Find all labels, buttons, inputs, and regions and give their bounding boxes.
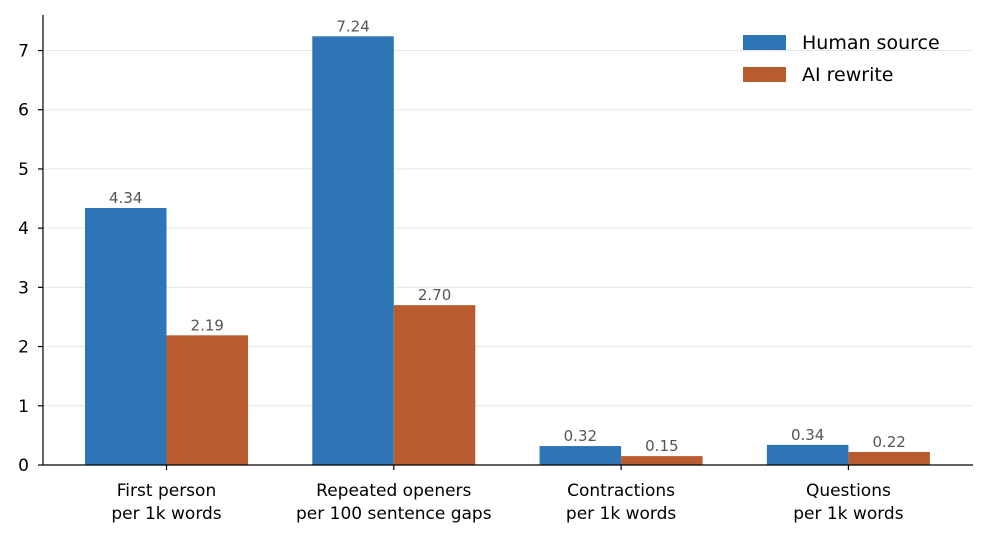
x-category-label: Repeated openers (316, 481, 471, 501)
bar-value-label: 0.15 (645, 437, 678, 455)
bar-ai-rewrite (393, 305, 476, 465)
bar-human-source (85, 208, 167, 466)
bars (85, 36, 930, 466)
x-category-label: per 1k words (793, 504, 903, 524)
bar-value-label: 0.22 (872, 433, 905, 451)
data-labels: 4.34 7.24 0.32 0.34 2.19 2.70 0.15 0.22 (109, 17, 906, 455)
axes (42, 15, 973, 466)
legend-swatch (743, 35, 786, 50)
bar-value-label: 0.34 (791, 426, 824, 444)
bar-value-label: 0.32 (564, 427, 597, 445)
y-tick-label: 5 (18, 160, 29, 180)
y-tick-label: 1 (18, 397, 29, 417)
bar-ai-rewrite (166, 335, 248, 465)
x-category-label: per 100 sentence gaps (296, 504, 492, 524)
bar-value-label: 2.70 (418, 286, 451, 304)
y-axis-ticks: 0 1 2 3 4 5 6 7 (18, 42, 43, 476)
y-tick-label: 7 (18, 42, 29, 62)
y-tick-label: 4 (18, 219, 29, 239)
x-category-label: per 1k words (111, 504, 221, 524)
bar-ai-rewrite (621, 456, 703, 465)
bar-human-source (312, 36, 394, 465)
bar-ai-rewrite (848, 451, 930, 465)
bar-value-label: 4.34 (109, 189, 142, 207)
bar-human-source (766, 444, 849, 465)
legend-label: Human source (802, 32, 940, 54)
y-tick-label: 0 (18, 456, 29, 476)
legend-label: AI rewrite (802, 64, 894, 86)
x-category-label: Contractions (567, 481, 675, 501)
bar-value-label: 2.19 (191, 316, 224, 334)
y-tick-label: 3 (18, 278, 29, 298)
y-tick-label: 6 (18, 101, 29, 121)
bar-human-source (539, 446, 622, 465)
legend-swatch (743, 67, 786, 82)
x-axis-ticks: First person per 1k words Repeated openers… (111, 465, 904, 524)
bar-value-label: 7.24 (336, 17, 369, 35)
legend: Human source AI rewrite (743, 32, 940, 86)
x-category-label: First person (117, 481, 216, 501)
x-category-label: Questions (806, 481, 891, 501)
y-tick-label: 2 (18, 338, 29, 358)
x-category-label: per 1k words (566, 504, 676, 524)
